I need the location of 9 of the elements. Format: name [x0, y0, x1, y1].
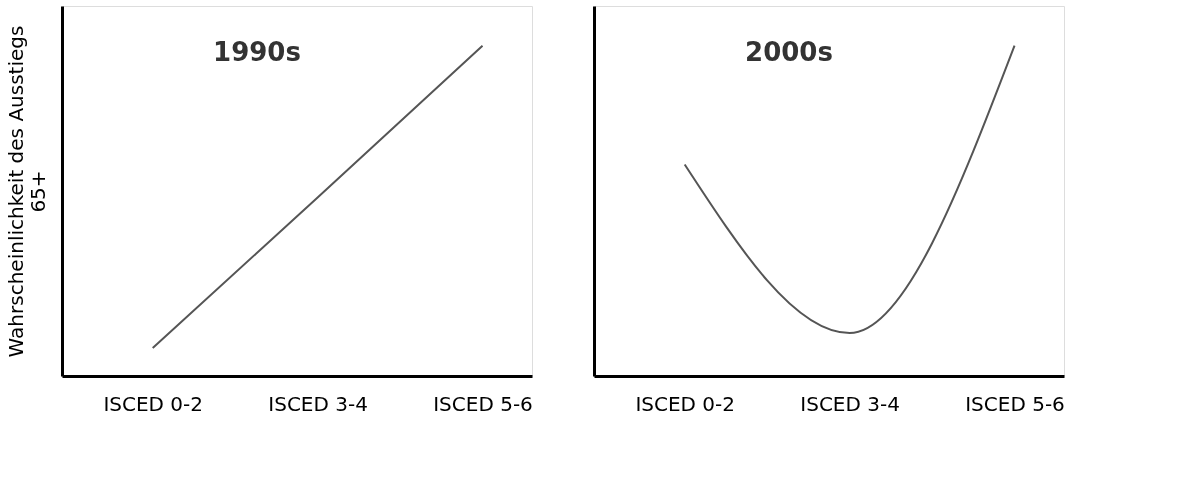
- y-axis-title: Wahrscheinlichkeit des Ausstiegs 65+: [3, 25, 50, 358]
- x-tick-label: ISCED 5-6: [965, 391, 1065, 416]
- x-tick-label: ISCED 5-6: [433, 391, 533, 416]
- x-tick-label: ISCED 3-4: [800, 391, 900, 416]
- x-tick-label: ISCED 0-2: [103, 391, 204, 416]
- chart-title: 1990s: [213, 37, 301, 67]
- x-tick-label: ISCED 3-4: [268, 391, 368, 416]
- chart-title: 2000s: [745, 37, 833, 67]
- x-tick-label: ISCED 0-2: [635, 391, 736, 416]
